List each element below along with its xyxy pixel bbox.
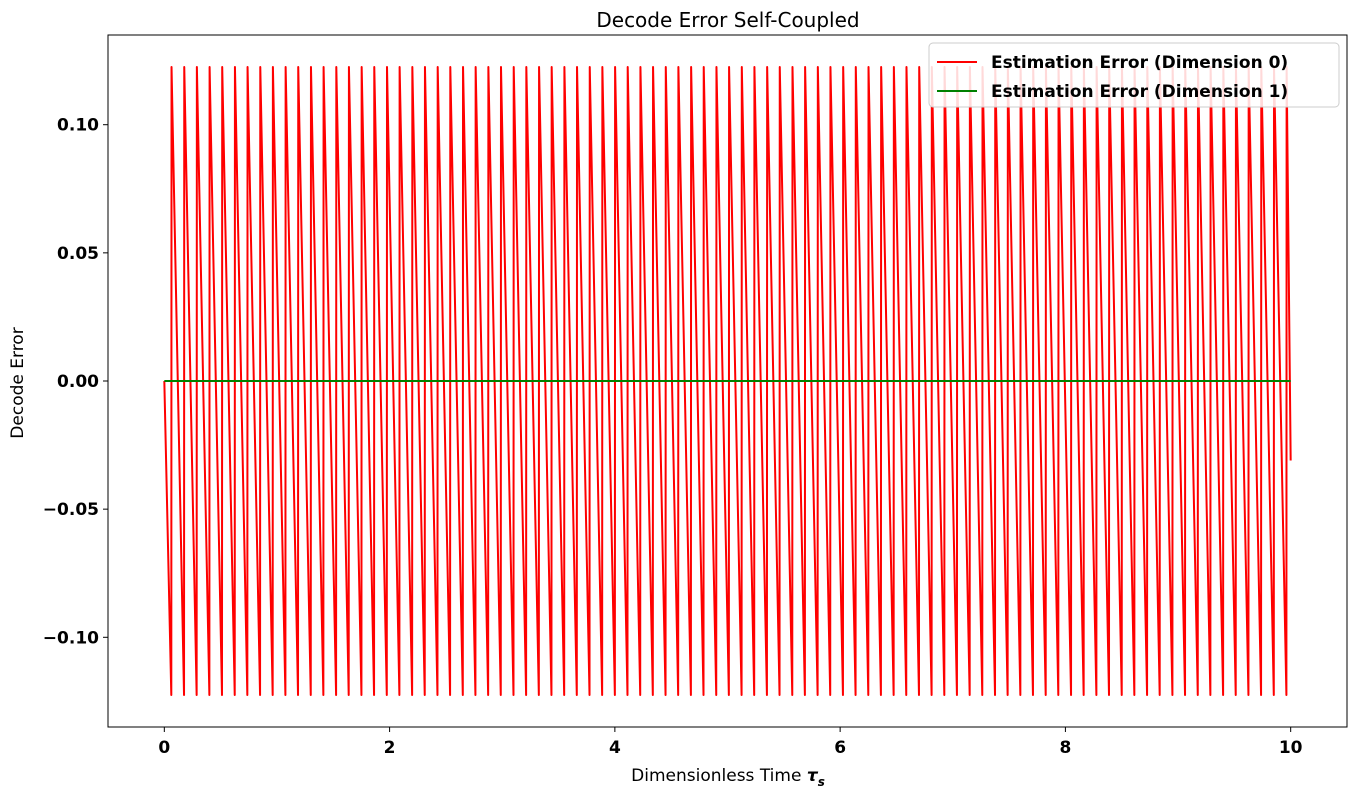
y-tick-label: 0.00: [57, 372, 99, 392]
x-tick-label: 6: [834, 738, 846, 758]
y-axis-title: Decode Error: [8, 327, 28, 438]
legend-label: Estimation Error (Dimension 1): [991, 82, 1288, 102]
x-axis-subscript: s: [818, 775, 825, 789]
x-axis-label: Dimensionless Time: [631, 766, 801, 786]
x-axis-title: Dimensionless Time τs: [631, 766, 825, 789]
legend: Estimation Error (Dimension 0) Estimation…: [928, 42, 1340, 108]
x-tick-label: 0: [158, 738, 170, 758]
x-tick-label: 10: [1279, 738, 1303, 758]
chart-title: Decode Error Self-Coupled: [596, 8, 859, 32]
legend-label: Estimation Error (Dimension 0): [991, 53, 1288, 73]
legend-box: [928, 42, 1340, 108]
x-tick-label: 4: [609, 738, 621, 758]
y-axis: 0.10 0.05 0.00 −0.05 −0.10: [43, 116, 108, 648]
plot-area: [163, 66, 1292, 696]
x-axis-symbol: τ: [807, 766, 819, 786]
y-tick-label: 0.05: [57, 244, 99, 264]
x-tick-label: 8: [1059, 738, 1071, 758]
y-tick-label: 0.10: [57, 116, 99, 136]
y-tick-label: −0.05: [43, 500, 99, 520]
x-tick-label: 2: [384, 738, 396, 758]
x-axis: 0 2 4 6 8 10: [158, 727, 1303, 758]
y-tick-label: −0.10: [43, 628, 99, 648]
